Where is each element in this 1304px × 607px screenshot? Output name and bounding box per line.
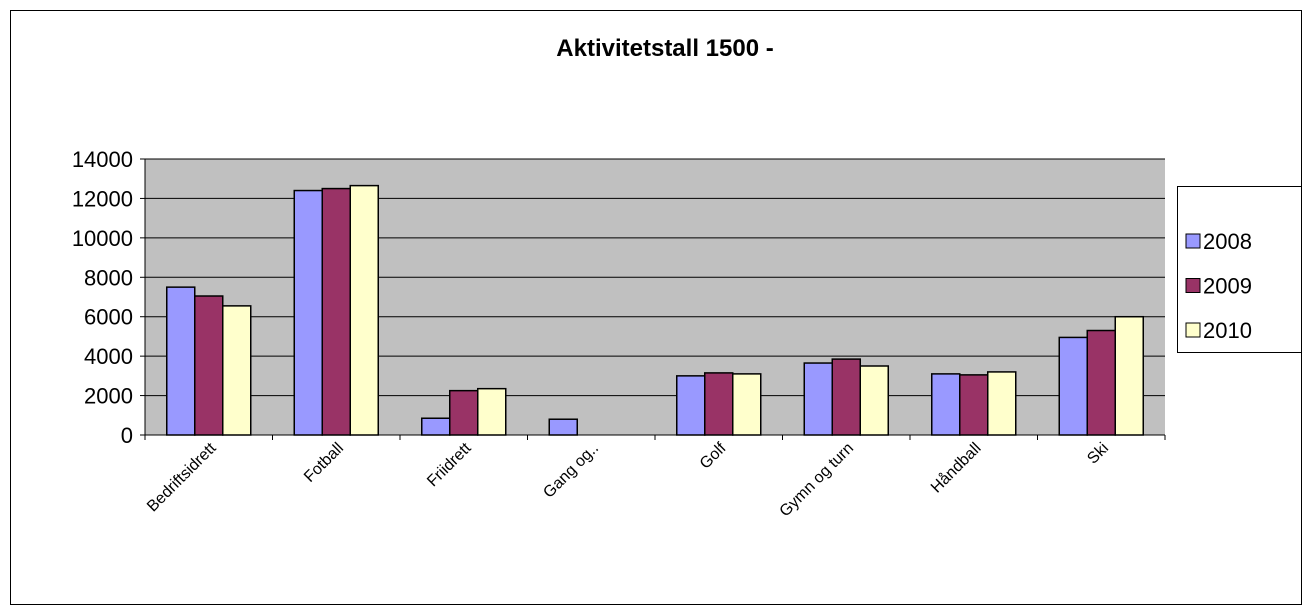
legend-swatch xyxy=(1185,278,1201,293)
y-tick-label: 2000 xyxy=(84,384,133,409)
bar xyxy=(1058,336,1088,436)
legend-label: 2008 xyxy=(1203,229,1252,254)
bar xyxy=(349,184,379,436)
bar xyxy=(803,362,833,436)
legend-swatch xyxy=(1185,233,1201,249)
bar xyxy=(548,418,578,436)
y-tick-label: 8000 xyxy=(84,265,133,290)
chart-title: Aktivitetstall 1500 - xyxy=(556,35,773,62)
bar xyxy=(676,375,706,436)
bar xyxy=(166,286,196,436)
bar xyxy=(859,365,889,436)
bar xyxy=(987,371,1017,436)
bar xyxy=(293,189,323,436)
bar xyxy=(194,295,224,436)
legend-swatch xyxy=(1185,322,1201,338)
y-tick-label: 14000 xyxy=(72,147,133,172)
bar xyxy=(321,187,351,436)
y-tick-label: 0 xyxy=(121,423,133,448)
bar xyxy=(959,374,989,436)
bar xyxy=(732,373,762,436)
bar xyxy=(931,373,961,436)
y-tick-label: 4000 xyxy=(84,344,133,369)
bar xyxy=(477,387,507,436)
bar xyxy=(704,372,734,436)
legend-label: 2009 xyxy=(1203,274,1252,299)
y-tick-label: 12000 xyxy=(72,186,133,211)
bar xyxy=(1114,315,1144,436)
legend-label: 2010 xyxy=(1203,318,1252,343)
bar xyxy=(449,389,479,436)
y-tick-label: 6000 xyxy=(84,305,133,330)
y-tick-label: 10000 xyxy=(72,226,133,251)
bar xyxy=(421,417,451,436)
bar xyxy=(222,305,252,436)
bar xyxy=(831,358,861,436)
bar xyxy=(1086,329,1116,436)
